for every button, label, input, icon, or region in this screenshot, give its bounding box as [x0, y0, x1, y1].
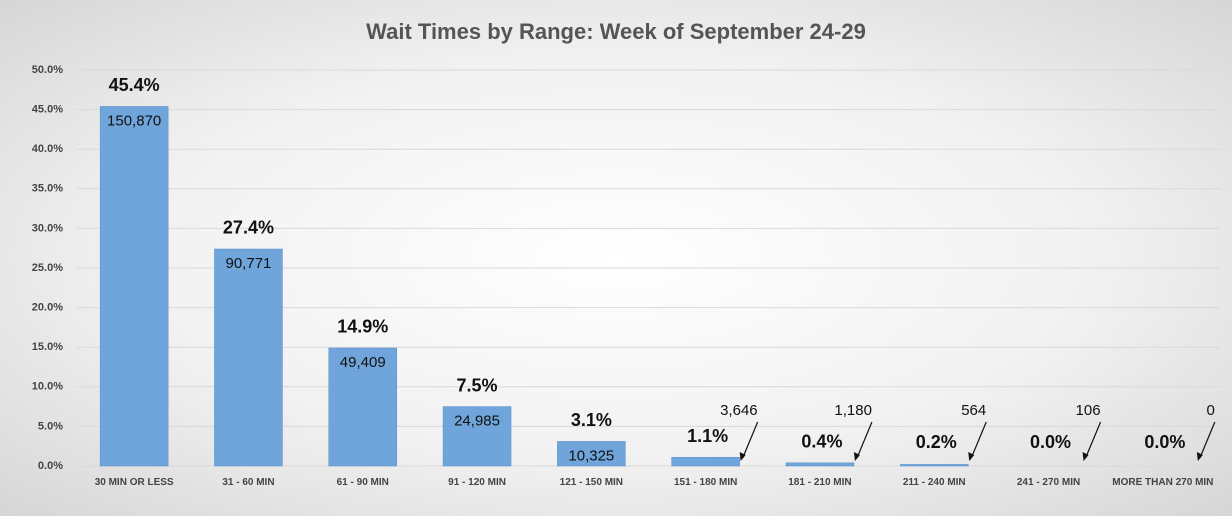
value-label: 1.1%: [687, 426, 728, 446]
count-label: 49,409: [340, 354, 386, 371]
count-label: 564: [961, 402, 986, 419]
y-tick-label: 35.0%: [32, 183, 63, 195]
bar: [900, 464, 969, 467]
x-tick-label: 151 - 180 MIN: [673, 477, 738, 488]
count-label: 10,325: [568, 447, 614, 464]
chart-title: Wait Times by Range: Week of September 2…: [366, 19, 866, 44]
y-tick-label: 10.0%: [32, 381, 63, 393]
x-tick-label: 91 - 120 MIN: [448, 477, 506, 488]
y-tick-label: 30.0%: [32, 222, 63, 234]
arrow: [1199, 421, 1216, 459]
count-label: 150,870: [107, 112, 161, 129]
arrow: [970, 421, 987, 459]
value-label: 0.4%: [801, 432, 842, 452]
arrow-head: [968, 452, 975, 461]
arrow-head: [739, 452, 746, 461]
count-label: 106: [1076, 402, 1101, 419]
bar: [671, 457, 740, 467]
value-label: 45.4%: [109, 75, 160, 95]
y-tick-label: 0.0%: [38, 460, 63, 472]
x-tick-label: 181 - 210 MIN: [788, 477, 852, 488]
count-label: 90,771: [226, 255, 272, 272]
bar: [785, 462, 855, 467]
x-tick-label: MORE THAN 270 MIN: [1112, 477, 1214, 488]
y-tick-label: 50.0%: [32, 64, 63, 76]
arrow-head: [1196, 452, 1203, 461]
x-tick-label: 31 - 60 MIN: [222, 477, 275, 488]
bar: [328, 347, 397, 467]
y-tick-label: 15.0%: [32, 341, 63, 353]
bar: [99, 106, 169, 467]
bar: [442, 406, 512, 467]
value-label: 0.0%: [1144, 432, 1185, 452]
arrow-head: [1082, 452, 1089, 461]
y-tick-label: 5.0%: [38, 420, 63, 432]
arrow: [1084, 421, 1102, 459]
y-tick-label: 40.0%: [32, 143, 63, 155]
count-label: 0: [1207, 402, 1215, 419]
value-label: 7.5%: [457, 375, 498, 395]
value-label: 0.2%: [916, 432, 957, 452]
value-label: 3.1%: [571, 410, 612, 430]
x-tick-label: 61 - 90 MIN: [336, 477, 389, 488]
bar: [557, 441, 626, 467]
value-label: 14.9%: [337, 317, 388, 337]
count-label: 3,646: [720, 402, 758, 419]
y-tick-label: 45.0%: [32, 104, 63, 116]
x-tick-label: 30 MIN OR LESS: [94, 477, 174, 488]
bar: [214, 248, 283, 467]
y-tick-label: 25.0%: [32, 262, 63, 274]
count-label: 24,985: [454, 413, 500, 430]
arrow-head: [853, 452, 860, 461]
arrow: [742, 421, 759, 459]
value-label: 0.0%: [1030, 432, 1071, 452]
y-tick-label: 20.0%: [32, 302, 63, 314]
x-tick-label: 121 - 150 MIN: [559, 477, 624, 488]
x-tick-label: 241 - 270 MIN: [1016, 477, 1081, 488]
value-label: 27.4%: [223, 218, 274, 238]
arrow: [856, 421, 873, 459]
x-tick-label: 211 - 240 MIN: [902, 477, 966, 488]
count-label: 1,180: [834, 402, 872, 419]
